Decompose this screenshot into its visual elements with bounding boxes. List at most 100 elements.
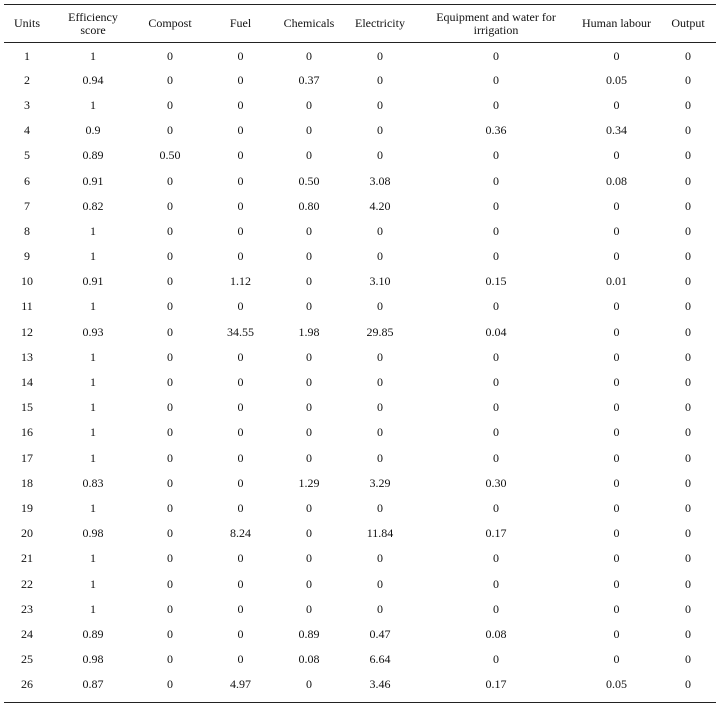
- cell-chemicals: 0: [306, 274, 312, 289]
- cell-units: 24: [21, 626, 33, 641]
- cell-compost: 0: [167, 400, 173, 415]
- cell-fuel: 0: [237, 223, 244, 238]
- cell-output: 0: [685, 72, 691, 87]
- cell-electricity: 0: [377, 299, 383, 314]
- cell-efficiency-score: 0.83: [82, 475, 104, 490]
- cell-equipment-water-irrigation: 0: [493, 148, 499, 163]
- cell-units: 13: [21, 349, 33, 364]
- cell-electricity: 29.85: [366, 324, 394, 339]
- cell-equipment-water-irrigation: 0: [493, 349, 499, 364]
- cell-units: 4: [24, 123, 30, 138]
- cell-units: 25: [21, 652, 33, 667]
- cell-electricity: 3.46: [369, 677, 391, 692]
- cell-human-labour: 0: [613, 526, 620, 541]
- cell-efficiency-score: 0.87: [82, 677, 104, 692]
- cell-compost: 0: [167, 198, 173, 213]
- cell-human-labour: 0: [613, 400, 620, 415]
- cell-electricity: 0: [377, 400, 383, 415]
- column-header-fuel: Fuel: [229, 16, 252, 30]
- table-row: 21 1 0 0 0 0 0 0 0: [4, 546, 716, 571]
- cell-chemicals: 1.98: [298, 324, 320, 339]
- cell-efficiency-score: 1: [90, 601, 96, 616]
- cell-units: 21: [21, 551, 33, 566]
- cell-compost: 0: [167, 652, 173, 667]
- cell-fuel: 0: [237, 123, 244, 138]
- cell-equipment-water-irrigation: 0.15: [485, 274, 507, 289]
- top-rule: [4, 4, 716, 5]
- cell-equipment-water-irrigation: 0: [493, 97, 499, 112]
- cell-efficiency-score: 0.9: [85, 123, 101, 138]
- cell-chemicals: 0: [306, 375, 312, 390]
- cell-fuel: 0: [237, 601, 244, 616]
- cell-units: 22: [21, 576, 33, 591]
- cell-efficiency-score: 0.82: [82, 198, 104, 213]
- cell-efficiency-score: 1: [90, 349, 96, 364]
- cell-electricity: 0: [377, 223, 383, 238]
- table-row: 10 0.91 0 1.12 0 3.10 0.15 0.01 0: [4, 269, 716, 294]
- cell-equipment-water-irrigation: 0: [493, 450, 499, 465]
- cell-output: 0: [685, 526, 691, 541]
- cell-chemicals: 0: [306, 123, 312, 138]
- cell-electricity: 11.84: [366, 526, 394, 541]
- cell-compost: 0: [167, 500, 173, 515]
- table-row: 22 1 0 0 0 0 0 0 0: [4, 571, 716, 596]
- cell-output: 0: [685, 249, 691, 264]
- cell-chemicals: 0: [306, 48, 312, 63]
- cell-output: 0: [685, 148, 691, 163]
- cell-compost: 0: [167, 576, 173, 591]
- cell-human-labour: 0: [613, 450, 620, 465]
- column-header-units: Units: [13, 16, 40, 30]
- cell-output: 0: [685, 475, 691, 490]
- cell-chemicals: 0.37: [298, 72, 320, 87]
- cell-efficiency-score: 0.98: [82, 526, 104, 541]
- cell-compost: 0: [167, 677, 173, 692]
- table-row: 23 1 0 0 0 0 0 0 0: [4, 596, 716, 621]
- cell-equipment-water-irrigation: 0: [493, 299, 499, 314]
- table-row: 13 1 0 0 0 0 0 0 0: [4, 344, 716, 369]
- cell-fuel: 0: [237, 551, 244, 566]
- cell-compost: 0: [167, 123, 173, 138]
- cell-compost: 0: [167, 173, 173, 188]
- cell-human-labour: 0: [613, 601, 620, 616]
- cell-human-labour: 0: [613, 48, 620, 63]
- cell-units: 5: [24, 148, 30, 163]
- cell-output: 0: [685, 324, 691, 339]
- cell-output: 0: [685, 652, 691, 667]
- cell-electricity: 3.08: [369, 173, 391, 188]
- cell-fuel: 0: [237, 450, 244, 465]
- cell-equipment-water-irrigation: 0.04: [485, 324, 507, 339]
- cell-equipment-water-irrigation: 0: [493, 249, 499, 264]
- cell-equipment-water-irrigation: 0: [493, 198, 499, 213]
- cell-efficiency-score: 1: [90, 576, 96, 591]
- cell-electricity: 0.47: [369, 626, 391, 641]
- cell-chemicals: 0: [306, 299, 312, 314]
- header-rule: [4, 42, 716, 43]
- table-row: 25 0.98 0 0 0.08 6.64 0 0 0: [4, 647, 716, 672]
- cell-output: 0: [685, 349, 691, 364]
- cell-units: 3: [24, 97, 30, 112]
- cell-human-labour: 0: [613, 375, 620, 390]
- cell-efficiency-score: 1: [90, 48, 96, 63]
- cell-human-labour: 0: [613, 324, 620, 339]
- cell-chemicals: 0: [306, 223, 312, 238]
- cell-human-labour: 0: [613, 425, 620, 440]
- cell-fuel: 0: [237, 97, 244, 112]
- cell-fuel: 0: [237, 72, 244, 87]
- cell-chemicals: 0: [306, 576, 312, 591]
- cell-human-labour: 0: [613, 626, 620, 641]
- cell-units: 26: [21, 677, 33, 692]
- cell-equipment-water-irrigation: 0: [493, 425, 499, 440]
- cell-electricity: 6.64: [369, 652, 391, 667]
- cell-efficiency-score: 1: [90, 425, 96, 440]
- cell-equipment-water-irrigation: 0: [493, 400, 499, 415]
- cell-compost: 0: [167, 526, 173, 541]
- cell-compost: 0: [167, 97, 173, 112]
- cell-efficiency-score: 1: [90, 223, 96, 238]
- table-row: 14 1 0 0 0 0 0 0 0: [4, 369, 716, 394]
- table-row: 17 1 0 0 0 0 0 0 0: [4, 445, 716, 470]
- cell-chemicals: 0: [306, 249, 312, 264]
- cell-output: 0: [685, 551, 691, 566]
- cell-compost: 0: [167, 375, 173, 390]
- cell-chemicals: 0: [306, 425, 312, 440]
